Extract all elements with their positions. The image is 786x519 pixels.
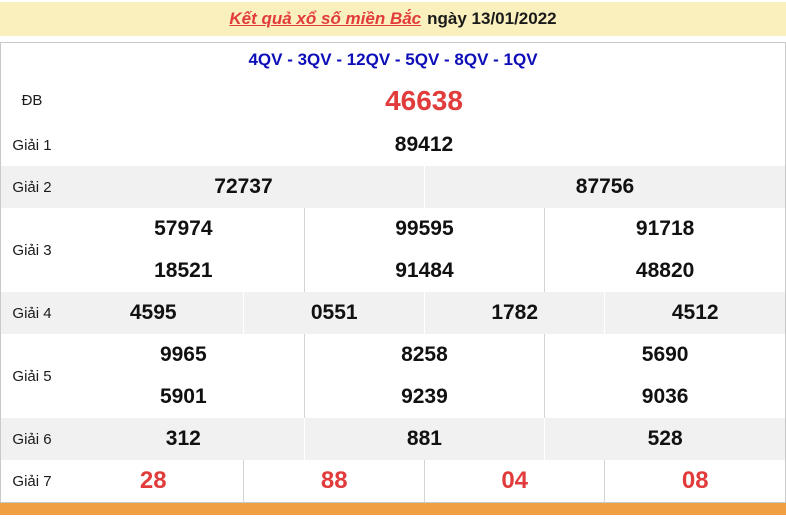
prize-label-1: Giải 1 (12, 136, 52, 154)
prize3-value: 91484 (303, 250, 545, 292)
page-header: Kết quả xổ số miền Bắc ngày 13/01/2022 (0, 2, 786, 36)
prize2-value: 72737 (63, 166, 424, 208)
prize5-value: 9965 (159, 343, 207, 366)
prize6-value: 881 (303, 418, 545, 460)
prize3-value: 18521 (154, 259, 213, 282)
qv-summary-row: 4QV - 3QV - 12QV - 5QV - 8QV - 1QV (1, 43, 785, 77)
prize7-value: 88 (243, 460, 423, 502)
prize5-value: 9239 (303, 376, 545, 418)
qv-summary-text: 4QV - 3QV - 12QV - 5QV - 8QV - 1QV (248, 50, 538, 69)
prize5-value: 9036 (544, 376, 785, 418)
special-prize-row: ĐB 46638 (1, 77, 785, 124)
prize1-row: Giải 1 89412 (1, 124, 785, 166)
prize-label-5: Giải 5 (12, 367, 52, 385)
prize4-value: 4595 (63, 292, 244, 334)
prize7-row: Giải 7 28 88 04 08 (1, 460, 785, 502)
prize-label-2: Giải 2 (1, 166, 63, 208)
prize3-row-2: 18521 91484 48820 (1, 250, 785, 292)
prize3-row: Giải 3 57974 99595 91718 (1, 208, 785, 259)
special-prize-value: 46638 (385, 84, 463, 116)
prize5-row-2: 5901 9239 9036 (1, 376, 785, 418)
results-table: 4QV - 3QV - 12QV - 5QV - 8QV - 1QV ĐB 46… (0, 42, 786, 503)
prize-label-3: Giải 3 (12, 241, 52, 259)
prize4-row: Giải 4 4595 0551 1782 4512 (1, 292, 785, 334)
prize4-value: 1782 (423, 292, 605, 334)
prize-label-7: Giải 7 (12, 472, 52, 490)
prize7-value: 04 (423, 460, 604, 502)
prize4-value: 0551 (243, 292, 424, 334)
prize5-value: 5690 (544, 334, 785, 376)
prize6-row: Giải 6 312 881 528 (1, 418, 785, 460)
prize7-value: 08 (604, 460, 785, 502)
prize6-value: 312 (63, 418, 304, 460)
prize3-value: 91718 (544, 208, 785, 250)
results-table-wrap: 4QV - 3QV - 12QV - 5QV - 8QV - 1QV ĐB 46… (0, 42, 786, 503)
footer-accent-bar (0, 503, 786, 515)
draw-date-text: ngày 13/01/2022 (427, 9, 557, 28)
prize3-value: 48820 (544, 250, 785, 292)
prize-label-4: Giải 4 (1, 292, 63, 334)
prize3-value: 99595 (303, 208, 545, 250)
prize5-value: 8258 (303, 334, 545, 376)
prize2-value: 87756 (423, 166, 785, 208)
prize-label-6: Giải 6 (1, 418, 63, 460)
lottery-title-link[interactable]: Kết quả xổ số miền Bắc (229, 9, 422, 28)
prize5-value: 5901 (159, 385, 207, 408)
prize4-value: 4512 (604, 292, 785, 334)
prize2-row: Giải 2 72737 87756 (1, 166, 785, 208)
prize-label-special: ĐB (21, 92, 43, 109)
prize5-row: Giải 5 9965 8258 5690 (1, 334, 785, 385)
prize6-value: 528 (544, 418, 785, 460)
prize1-value: 89412 (394, 133, 454, 156)
prize3-value: 57974 (154, 217, 213, 240)
prize7-value: 28 (139, 467, 167, 494)
